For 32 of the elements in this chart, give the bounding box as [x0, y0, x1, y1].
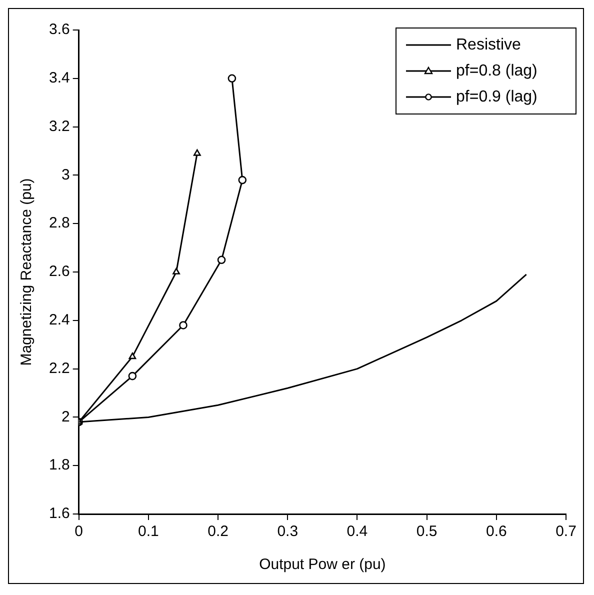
y-tick-label: 3.6 [48, 21, 70, 38]
legend-label: Resistive [456, 36, 522, 54]
legend-label: pf=0.8 (lag) [456, 62, 538, 80]
y-tick-label: 3.2 [48, 118, 70, 135]
y-tick-label: 2.2 [48, 360, 70, 377]
x-tick-label: 0.5 [416, 523, 438, 540]
x-axis-title: Output Pow er (pu) [259, 556, 386, 574]
x-tick-label: 0.1 [138, 523, 159, 540]
y-tick-label: 1.6 [48, 505, 70, 522]
legend-label: pf=0.9 (lag) [456, 88, 538, 106]
y-tick-label: 2.8 [48, 214, 70, 232]
point [193, 149, 201, 156]
y-tick-label: 3.4 [48, 70, 70, 87]
y-axis-title: Magnetizing Reactance (pu) [18, 178, 36, 366]
y-tick-label: 2.6 [48, 263, 70, 280]
x-tick-label: 0.2 [208, 523, 228, 540]
x-tick-label: 0.4 [346, 523, 368, 540]
x-tick-label: 0 [74, 523, 84, 540]
y-tick-label: 3 [62, 166, 70, 184]
y-tick-label: 2.4 [48, 312, 70, 329]
x-tick-label: 0.6 [486, 523, 507, 540]
x-tick-label: 0.7 [556, 523, 576, 540]
point [128, 372, 137, 380]
y-tick-label: 1.8 [48, 456, 70, 474]
point [172, 268, 180, 274]
point [217, 256, 226, 264]
point [238, 176, 247, 184]
y-tick-label: 2 [62, 408, 70, 426]
point [228, 74, 236, 83]
point [179, 321, 188, 330]
point [128, 352, 136, 360]
x-tick-label: 0.3 [277, 523, 298, 540]
